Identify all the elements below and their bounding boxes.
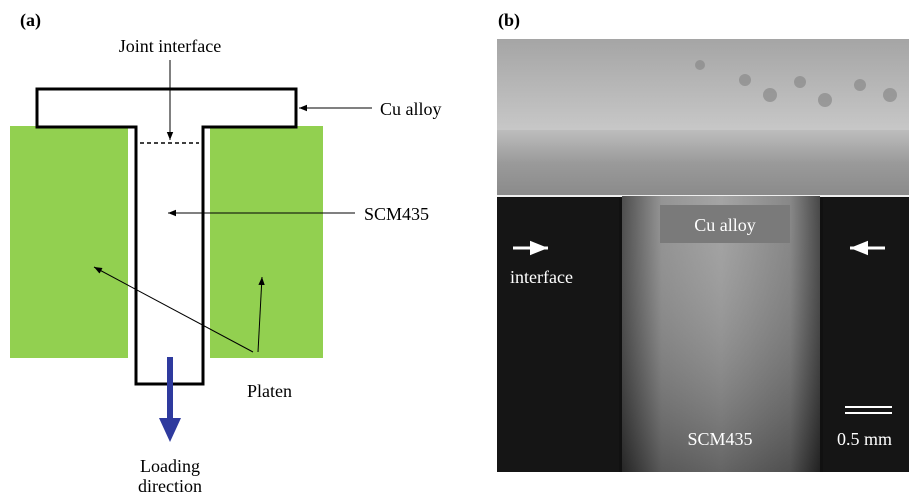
panel-b: (b) Cu alloy interface SCM435 0.5 mm bbox=[497, 10, 909, 472]
left-gap bbox=[497, 198, 619, 472]
platen-label: Platen bbox=[247, 381, 292, 401]
panel-a: (a) Joint interface Cu alloy SCM435 Plat… bbox=[10, 10, 442, 496]
scm435-label: SCM435 bbox=[687, 429, 752, 449]
background bbox=[497, 39, 909, 132]
figure: (a) Joint interface Cu alloy SCM435 Plat… bbox=[0, 0, 909, 500]
platen-right bbox=[210, 126, 323, 358]
loading-label: Loading bbox=[140, 456, 200, 476]
cu-alloy-label: Cu alloy bbox=[380, 99, 442, 119]
platen-left bbox=[10, 126, 128, 358]
scm435-label: SCM435 bbox=[364, 204, 429, 224]
direction-label: direction bbox=[138, 476, 202, 496]
panel-label: (b) bbox=[498, 10, 520, 31]
panel-label: (a) bbox=[20, 10, 41, 31]
joint-interface-label: Joint interface bbox=[119, 36, 221, 56]
cu-plate bbox=[497, 130, 909, 196]
cu-alloy-label: Cu alloy bbox=[694, 215, 756, 235]
interface-label: interface bbox=[510, 267, 573, 287]
scale-label: 0.5 mm bbox=[837, 429, 892, 449]
load-arrow-head bbox=[159, 418, 181, 442]
